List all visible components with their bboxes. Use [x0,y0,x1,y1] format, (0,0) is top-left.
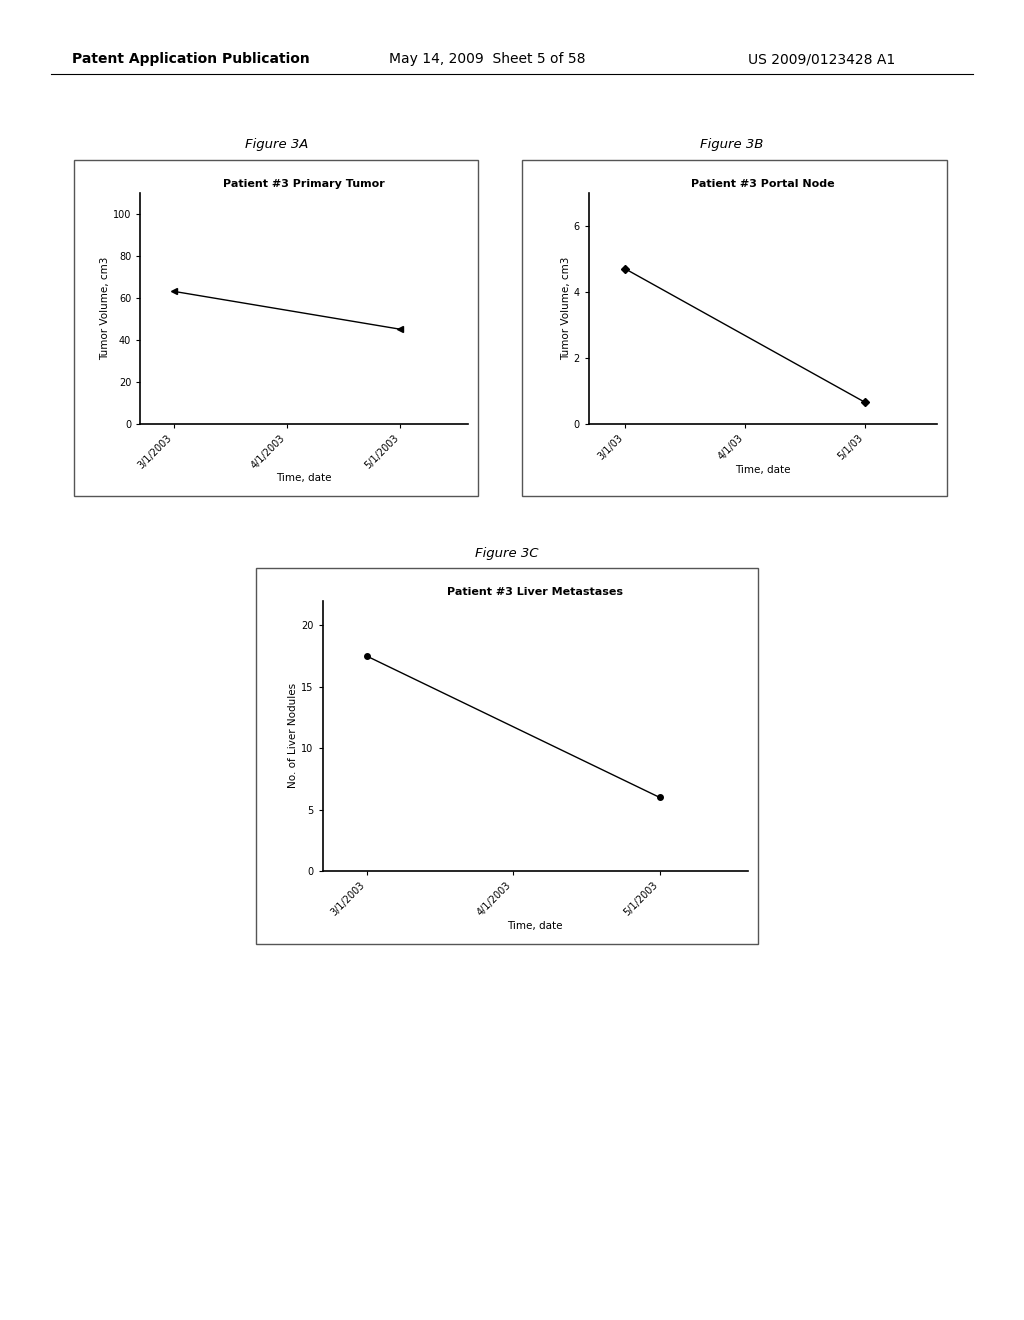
Y-axis label: No. of Liver Nodules: No. of Liver Nodules [289,684,298,788]
Text: Figure 3A: Figure 3A [245,137,308,150]
Text: US 2009/0123428 A1: US 2009/0123428 A1 [748,53,895,66]
Text: Figure 3B: Figure 3B [700,137,764,150]
X-axis label: Time, date: Time, date [507,921,563,931]
Text: Figure 3C: Figure 3C [475,546,539,560]
Title: Patient #3 Portal Node: Patient #3 Portal Node [691,180,835,189]
X-axis label: Time, date: Time, date [735,465,791,475]
Text: May 14, 2009  Sheet 5 of 58: May 14, 2009 Sheet 5 of 58 [389,53,586,66]
Y-axis label: Tumor Volume, cm3: Tumor Volume, cm3 [100,256,111,360]
Y-axis label: Tumor Volume, cm3: Tumor Volume, cm3 [561,256,570,360]
X-axis label: Time, date: Time, date [276,474,332,483]
Text: Patent Application Publication: Patent Application Publication [72,53,309,66]
Title: Patient #3 Primary Tumor: Patient #3 Primary Tumor [223,180,385,189]
Title: Patient #3 Liver Metastases: Patient #3 Liver Metastases [447,587,623,597]
